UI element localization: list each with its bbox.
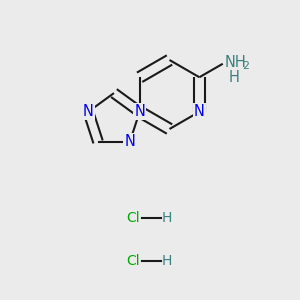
Text: N: N bbox=[83, 104, 94, 119]
Text: NH: NH bbox=[225, 55, 247, 70]
Text: H: H bbox=[161, 254, 172, 268]
Text: N: N bbox=[134, 104, 145, 119]
Text: N: N bbox=[194, 104, 205, 119]
Text: H: H bbox=[228, 70, 239, 85]
Text: Cl: Cl bbox=[127, 254, 140, 268]
Text: N: N bbox=[124, 134, 135, 149]
Text: 2: 2 bbox=[242, 61, 249, 71]
Text: Cl: Cl bbox=[127, 211, 140, 224]
Text: H: H bbox=[161, 211, 172, 224]
